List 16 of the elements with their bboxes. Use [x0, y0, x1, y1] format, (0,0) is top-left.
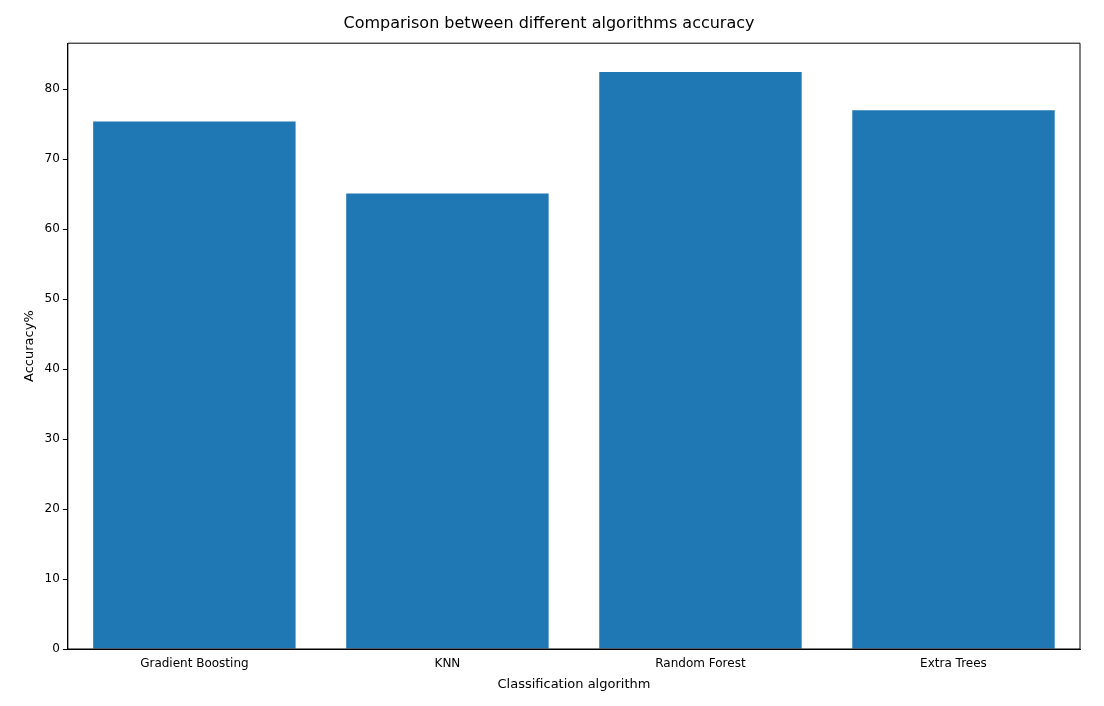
y-tick-label: 0 [52, 641, 60, 656]
x-tick-label: Extra Trees [920, 656, 987, 671]
y-tick-label: 30 [44, 431, 60, 446]
y-tick-label: 70 [44, 151, 60, 166]
x-axis-title: Classification algorithm [497, 675, 651, 691]
y-tick-label: 50 [44, 291, 60, 306]
y-tick-label: 60 [44, 221, 60, 236]
y-axis-title: Accuracy% [21, 310, 37, 382]
y-tick-label: 10 [44, 571, 60, 586]
x-tick-label: Random Forest [655, 656, 746, 671]
x-tick-label: KNN [434, 656, 461, 671]
x-tick-label: Gradient Boosting [140, 656, 249, 671]
chart-title: Comparison between different algorithms accuracy [343, 12, 755, 32]
y-tick-label: 20 [44, 501, 60, 516]
y-tick-label: 40 [44, 361, 60, 376]
y-tick-label: 80 [44, 81, 60, 96]
